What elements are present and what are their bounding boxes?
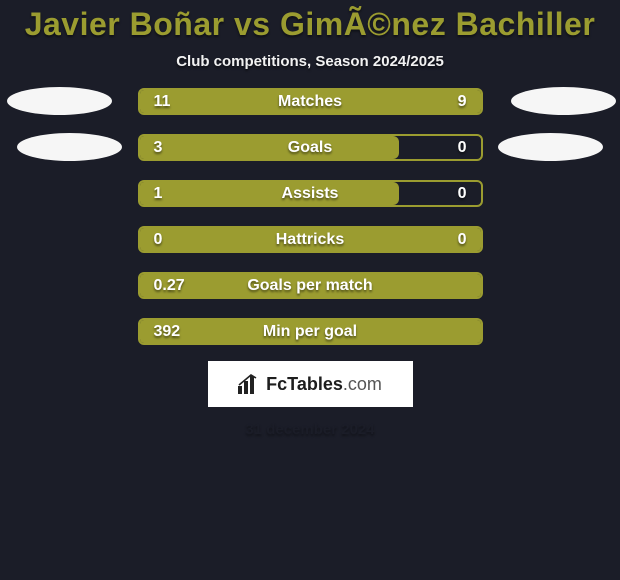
stat-right-value: 0 — [431, 139, 481, 157]
stat-right-value: 9 — [431, 93, 481, 111]
stat-row: 1 Assists 0 — [0, 180, 620, 207]
logo-main: Tables — [287, 374, 343, 394]
stat-bar: 0.27 Goals per match — [138, 272, 483, 299]
stat-bar: 392 Min per goal — [138, 318, 483, 345]
content-wrapper: Javier Boñar vs GimÃ©nez Bachiller Club … — [0, 0, 620, 580]
stat-right-value: 0 — [431, 231, 481, 249]
stat-label: Hattricks — [190, 231, 431, 249]
stat-left-value: 0 — [140, 231, 190, 249]
page-subtitle: Club competitions, Season 2024/2025 — [176, 53, 444, 70]
stat-left-value: 1 — [140, 185, 190, 203]
stat-left-value: 11 — [140, 93, 190, 111]
stat-bar: 11 Matches 9 — [138, 88, 483, 115]
logo-prefix: Fc — [266, 374, 287, 394]
stat-label: Goals — [190, 139, 431, 157]
fctables-logo-icon — [238, 374, 260, 394]
stat-row: 0.27 Goals per match — [0, 272, 620, 299]
stats-rows: 11 Matches 9 3 Goals 0 1 Assists 0 — [0, 88, 620, 345]
stat-label: Matches — [190, 93, 431, 111]
fctables-logo: FcTables.com — [208, 361, 413, 407]
stat-row: 3 Goals 0 — [0, 134, 620, 161]
stat-bar: 3 Goals 0 — [138, 134, 483, 161]
stat-left-value: 392 — [140, 323, 190, 341]
stat-left-value: 3 — [140, 139, 190, 157]
stat-label: Assists — [190, 185, 431, 203]
stat-row: 0 Hattricks 0 — [0, 226, 620, 253]
stat-right-value: 0 — [431, 185, 481, 203]
stat-label: Goals per match — [190, 277, 431, 295]
stat-left-value: 0.27 — [140, 277, 190, 295]
stat-label: Min per goal — [190, 323, 431, 341]
stat-bar: 0 Hattricks 0 — [138, 226, 483, 253]
stat-bar: 1 Assists 0 — [138, 180, 483, 207]
logo-suffix: .com — [343, 374, 382, 394]
stat-row: 392 Min per goal — [0, 318, 620, 345]
footer-date: 31 december 2024 — [245, 421, 374, 438]
stat-row: 11 Matches 9 — [0, 88, 620, 115]
page-title: Javier Boñar vs GimÃ©nez Bachiller — [25, 6, 596, 43]
fctables-logo-text: FcTables.com — [266, 374, 382, 395]
